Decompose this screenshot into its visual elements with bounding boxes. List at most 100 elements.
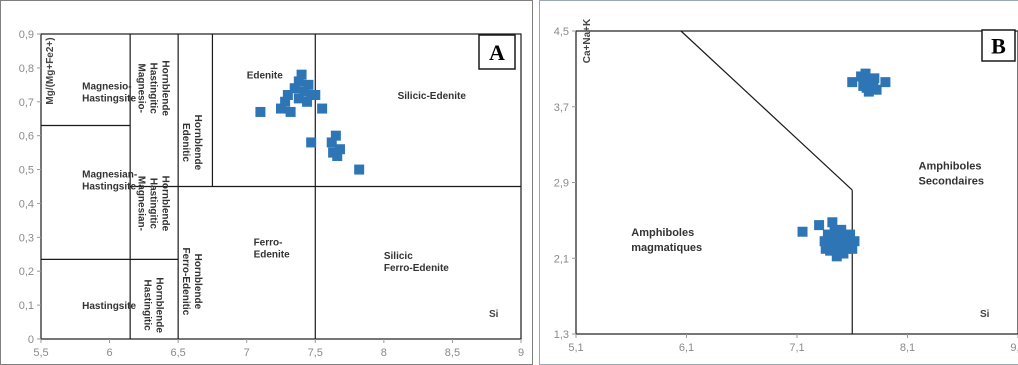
data-point-square bbox=[880, 77, 891, 88]
y-tick-label: 3,7 bbox=[554, 102, 569, 114]
y-tick-label: 0,6 bbox=[19, 131, 34, 143]
y-tick-label: 0,2 bbox=[19, 266, 34, 278]
data-point-square bbox=[255, 106, 266, 117]
y-tick-label: 0,5 bbox=[19, 165, 34, 177]
y-tick-label: 0,1 bbox=[19, 300, 34, 312]
data-point-square bbox=[845, 229, 856, 240]
data-point-square bbox=[827, 217, 838, 228]
region-label: magmatiques bbox=[631, 242, 702, 254]
x-tick-label: 7,1 bbox=[789, 342, 804, 354]
data-point-square bbox=[869, 73, 880, 84]
region-label: Amphiboles bbox=[919, 161, 982, 173]
x-tick-label: 7 bbox=[244, 347, 250, 359]
region-label: Ferro-Edenitic bbox=[180, 247, 191, 315]
region-label: Hastingsite bbox=[82, 94, 136, 105]
data-point-square bbox=[317, 103, 328, 114]
data-point-square bbox=[285, 106, 296, 117]
data-point-square bbox=[836, 224, 847, 235]
data-point-square bbox=[820, 243, 831, 254]
x-tick-label: 5,5 bbox=[33, 347, 48, 359]
data-point-square bbox=[819, 236, 830, 247]
region-label: Ferro-Edenite bbox=[384, 263, 449, 274]
data-point-square bbox=[302, 96, 313, 107]
region-label: Ferro- bbox=[254, 238, 283, 249]
y-tick-label: 1,3 bbox=[554, 329, 569, 341]
y-tick-label: 0 bbox=[28, 334, 34, 346]
data-point-square bbox=[293, 76, 304, 87]
data-point-square bbox=[847, 77, 858, 88]
region-label: Edenitic bbox=[180, 123, 191, 162]
region-label: Hastingitic bbox=[142, 280, 153, 332]
data-point-square bbox=[310, 90, 321, 100]
x-axis-label: Si bbox=[489, 309, 499, 320]
panel-letter-box bbox=[981, 29, 1016, 62]
data-point-square bbox=[831, 251, 842, 262]
data-point-square bbox=[296, 69, 307, 80]
data-point-square bbox=[847, 243, 858, 254]
region-label: Hornblende bbox=[160, 60, 171, 116]
data-point-square bbox=[860, 68, 871, 79]
region-label: Magnesian- bbox=[136, 176, 147, 231]
region-label: Edenite bbox=[247, 71, 284, 82]
data-point-square bbox=[827, 237, 838, 248]
x-tick-label: 6 bbox=[107, 347, 113, 359]
region-label: Hornblende bbox=[154, 277, 165, 333]
region-label: Hastingitic bbox=[148, 63, 159, 115]
y-tick-label: 0,8 bbox=[19, 63, 34, 75]
data-point-square bbox=[330, 130, 341, 141]
data-point-square bbox=[354, 164, 365, 175]
data-point-square bbox=[829, 226, 840, 237]
data-point-square bbox=[814, 220, 825, 231]
region-label: Hornblende bbox=[192, 254, 203, 310]
y-axis-label: Ca+Na+K bbox=[582, 18, 593, 63]
data-point-square bbox=[276, 103, 286, 114]
data-point-square bbox=[334, 144, 345, 155]
y-tick-label: 0,9 bbox=[19, 29, 34, 41]
data-point-square bbox=[289, 83, 300, 94]
region-label: Hornblende bbox=[160, 176, 171, 232]
y-tick-label: 4,5 bbox=[554, 26, 569, 38]
region-label: Magnesio- bbox=[136, 63, 147, 112]
region-label: Magnesio- bbox=[82, 82, 131, 93]
x-tick-label: 9 bbox=[518, 347, 524, 359]
panel-b: 5,1 6,1 7,1 8,1 9,1 1,3 2,1 2,9 3,7 4,5 Amphiboles… bbox=[539, 0, 1018, 365]
chart-a-svg: 5,5 6 6,5 7 7,5 8 8,5 9 0 0,1 0,2 0,3 0,4 0,5 0,6 0,7 0,… bbox=[19, 29, 524, 359]
data-point-square bbox=[293, 93, 304, 104]
panel-letter-box bbox=[478, 34, 516, 70]
chart-b-svg: 5,1 6,1 7,1 8,1 9,1 1,3 2,1 2,9 3,7 4,5 Amphiboles… bbox=[554, 18, 1018, 354]
data-point-square bbox=[282, 90, 293, 100]
x-tick-label: 7,5 bbox=[308, 347, 323, 359]
region-label: Silicic-Edenite bbox=[398, 91, 467, 102]
panel-a: 5,5 6 6,5 7 7,5 8 8,5 9 0 0,1 0,2 0,3 0,4 0,5 0,6 0,7 0,… bbox=[0, 0, 533, 365]
data-point-square bbox=[797, 226, 808, 237]
data-point-square bbox=[299, 86, 310, 97]
x-tick-label: 8,5 bbox=[445, 347, 460, 359]
region-label: Silicic bbox=[384, 251, 413, 262]
y-axis-label: Mg/(Mg+Fe2+) bbox=[45, 37, 56, 104]
y-tick-label: 0,4 bbox=[19, 198, 34, 210]
data-point-square bbox=[861, 82, 872, 93]
region-label: Magnesian- bbox=[82, 170, 137, 181]
y-tick-label: 0,7 bbox=[19, 97, 34, 109]
x-tick-label: 6,5 bbox=[170, 347, 185, 359]
panel-letter: A bbox=[489, 40, 505, 65]
x-tick-label: 5,1 bbox=[568, 342, 583, 354]
x-tick-label: 9,1 bbox=[1010, 342, 1018, 354]
region-label: Amphiboles bbox=[631, 227, 694, 239]
data-point-square bbox=[868, 79, 879, 90]
panel-letter: B bbox=[991, 34, 1006, 59]
y-tick-label: 2,9 bbox=[554, 178, 569, 190]
data-point-square bbox=[849, 236, 860, 247]
x-axis-label: Si bbox=[980, 309, 990, 320]
x-tick-label: 8,1 bbox=[900, 342, 915, 354]
y-tick-label: 2,1 bbox=[554, 253, 569, 265]
data-point-square bbox=[836, 234, 847, 245]
region-label: Secondaires bbox=[919, 176, 984, 188]
region-label: Hornblende bbox=[192, 115, 203, 171]
x-tick-label: 8 bbox=[381, 347, 387, 359]
data-point-square bbox=[303, 79, 314, 90]
region-boundary-line bbox=[680, 30, 853, 191]
data-point-square bbox=[332, 151, 343, 161]
y-tick-label: 0,3 bbox=[19, 232, 34, 244]
data-point-square bbox=[822, 229, 833, 240]
